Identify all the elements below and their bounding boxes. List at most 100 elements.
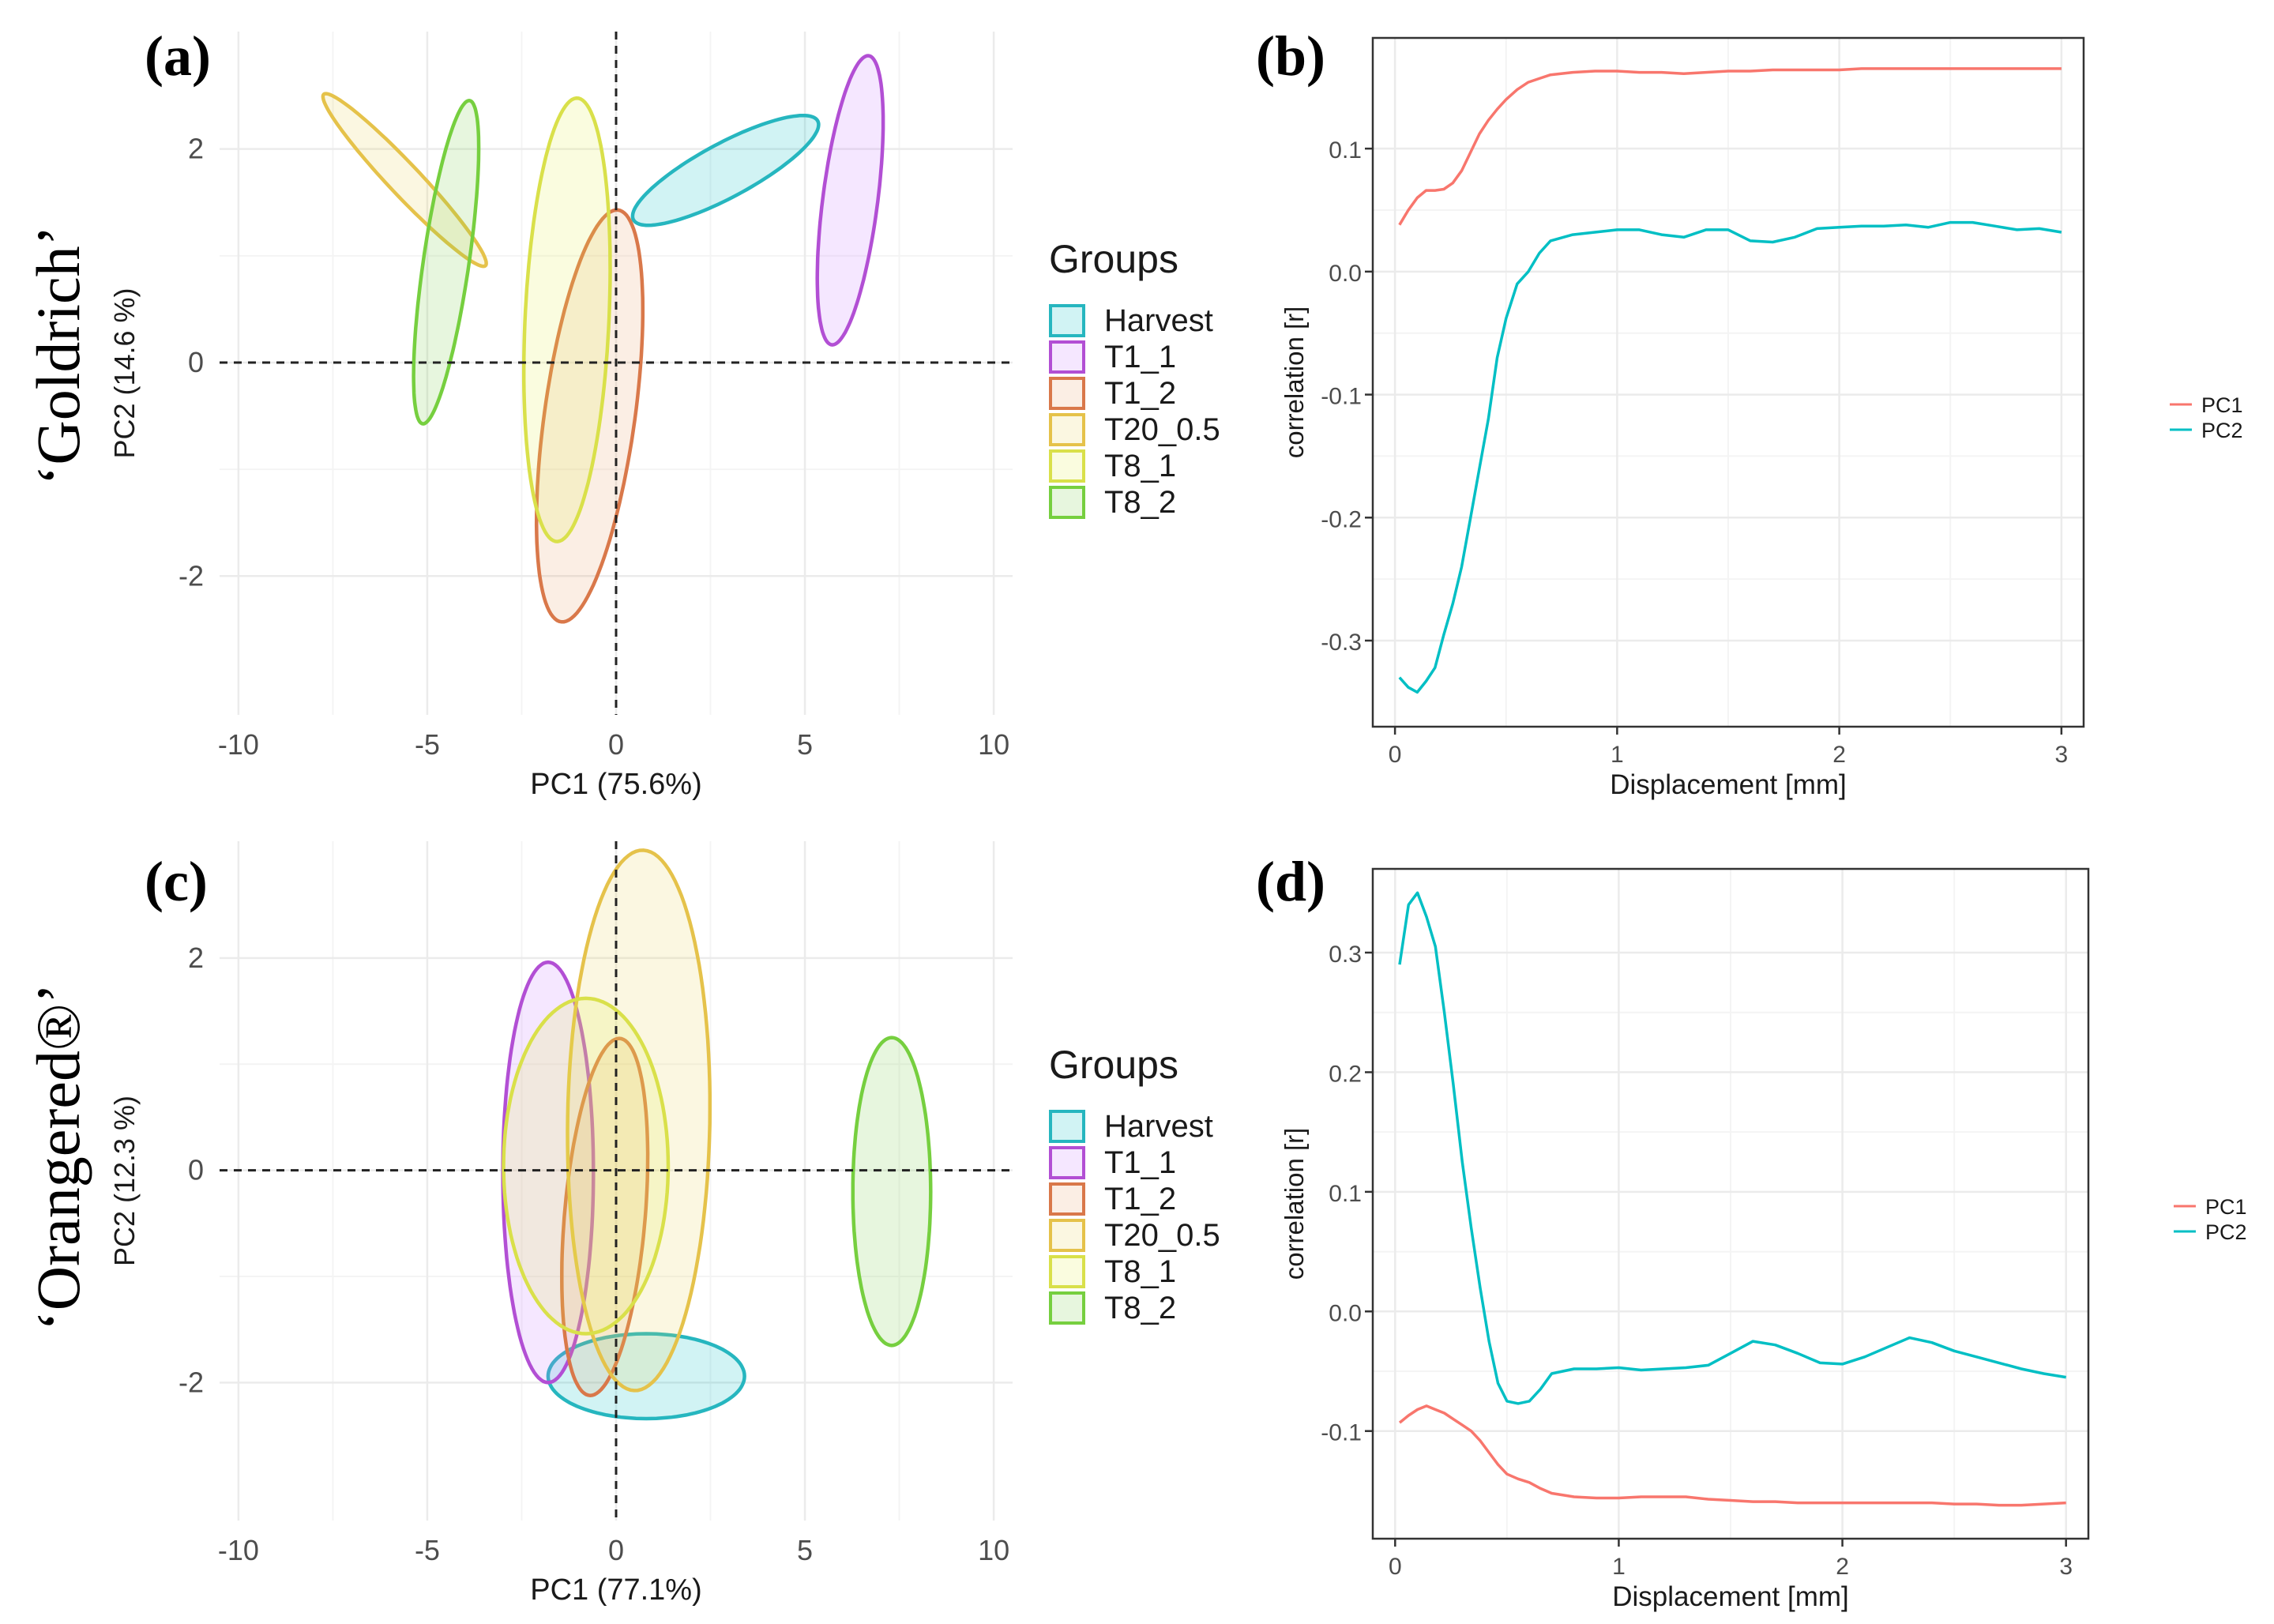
- x-tick-label: 1: [1611, 742, 1624, 768]
- panel-letter-a: (a): [145, 24, 211, 88]
- panel-a-pca: -10 -5 0 5 10 -2 0 2 PC1 (75.6%) PC2 (14.6 %): [108, 32, 1013, 801]
- legend-swatch-t1-2: [1049, 1182, 1085, 1216]
- panel-letter-d: (d): [1256, 850, 1325, 913]
- legend-label: T8_1: [1104, 449, 1176, 483]
- series-line-pc2: [1398, 220, 2062, 694]
- x-tick-label: 1: [1612, 1554, 1626, 1580]
- legend-swatch-t1-1: [1049, 1146, 1085, 1179]
- y-tick-label: 0.0: [1329, 261, 1362, 287]
- x-axis-title: PC1 (75.6%): [530, 768, 702, 801]
- y-tick-label: 0: [188, 1154, 204, 1186]
- legend-label: T1_1: [1104, 1145, 1176, 1180]
- legend-label: T20_0.5: [1104, 1218, 1220, 1253]
- ellipse-t20-0-5: [566, 848, 712, 1393]
- legend-label: T8_2: [1104, 485, 1176, 520]
- y-tick-label: 0: [188, 346, 204, 378]
- legend-swatch-harvest: [1049, 304, 1085, 337]
- ellipse-harvest: [546, 1332, 746, 1421]
- y-tick-label: 2: [188, 133, 204, 165]
- x-tick-label: 2: [1836, 1554, 1849, 1580]
- legend-label: T8_2: [1104, 1291, 1176, 1325]
- ellipse-harvest: [630, 113, 821, 227]
- legend-label: Harvest: [1104, 1109, 1213, 1144]
- y-axis-title: PC2 (12.3 %): [108, 1096, 141, 1266]
- legend-swatch-t8-2: [1049, 1291, 1085, 1325]
- ellipse-t1-2: [534, 208, 645, 624]
- series-line-pc1: [1398, 67, 2062, 226]
- x-tick-label: 0: [1389, 1554, 1402, 1580]
- legend-label: T1_2: [1104, 1182, 1176, 1216]
- legend-label: T20_0.5: [1104, 412, 1220, 447]
- panel-letter-b: (b): [1256, 24, 1325, 88]
- x-tick-label: 2: [1832, 742, 1846, 768]
- legend-swatch-t8-1: [1049, 449, 1085, 483]
- x-tick-label: -10: [218, 728, 259, 761]
- line-legend-label: PC1: [2201, 393, 2243, 417]
- legend-title: Groups: [1049, 1043, 1178, 1087]
- legend-label: T1_2: [1104, 376, 1176, 411]
- line-legend-label: PC1: [2205, 1195, 2247, 1219]
- x-tick-label: -5: [415, 1534, 440, 1566]
- y-axis-title: correlation [r]: [1280, 1128, 1309, 1280]
- panel-letter-c: (c): [145, 850, 208, 913]
- y-tick-label: 0.1: [1329, 137, 1362, 164]
- y-tick-label: 0.2: [1329, 1061, 1362, 1087]
- series-line-pc2: [1398, 891, 2066, 1405]
- x-tick-label: 0: [608, 1534, 624, 1566]
- ellipse-t8-1: [521, 96, 612, 543]
- x-tick-label: -10: [218, 1534, 259, 1566]
- ellipse-t8-2: [851, 1036, 933, 1348]
- y-axis-title: PC2 (14.6 %): [108, 288, 141, 458]
- ellipse-t8-2: [412, 99, 481, 426]
- x-tick-label: 5: [797, 728, 813, 761]
- panel-d-correlation: 0 1 2 3 -0.1 0.0 0.1 0.2 0.3 Displacement [mm] cor…: [1280, 867, 2090, 1612]
- legend-label: Harvest: [1104, 303, 1213, 338]
- x-axis-title: PC1 (77.1%): [530, 1573, 702, 1607]
- y-tick-label: -2: [179, 1366, 204, 1398]
- y-tick-label: -0.1: [1321, 384, 1362, 410]
- ellipse-t1-1: [815, 54, 885, 347]
- x-tick-label: 10: [978, 1534, 1009, 1566]
- legend-label: T8_1: [1104, 1254, 1176, 1289]
- y-tick-label: -2: [179, 559, 204, 592]
- line-legend-label: PC2: [2201, 419, 2243, 442]
- y-tick-label: -0.3: [1321, 630, 1362, 656]
- plot-frame: [1371, 36, 2085, 728]
- legend-swatch-t20-0-5: [1049, 413, 1085, 446]
- y-tick-label: 0.0: [1329, 1300, 1362, 1326]
- y-tick-label: 0.1: [1329, 1181, 1362, 1207]
- x-tick-label: 10: [978, 728, 1009, 761]
- x-tick-label: 0: [608, 728, 624, 761]
- ellipse-t20-0-5: [321, 92, 488, 269]
- series-line-pc1: [1398, 1404, 2066, 1507]
- y-axis-title: correlation [r]: [1280, 306, 1309, 459]
- legend-swatch-t20-0-5: [1049, 1219, 1085, 1252]
- x-tick-label: 5: [797, 1534, 813, 1566]
- legend-swatch-t8-2: [1049, 486, 1085, 519]
- row-label-goldrich: ‘Goldrich’: [24, 225, 92, 485]
- legend-label: T1_1: [1104, 340, 1176, 374]
- x-tick-label: 0: [1389, 742, 1402, 768]
- row-label-orangered: ‘Orangered®’: [24, 983, 92, 1331]
- x-tick-label: -5: [415, 728, 440, 761]
- panel-c-pca: -10 -5 0 5 10 -2 0 2 PC1 (77.1%) PC2 (12.3 %): [108, 841, 1013, 1607]
- x-axis-title: Displacement [mm]: [1612, 1581, 1849, 1612]
- legend-swatch-t1-1: [1049, 340, 1085, 374]
- y-tick-label: 2: [188, 942, 204, 974]
- line-legend-label: PC2: [2205, 1220, 2247, 1244]
- y-tick-label: -0.1: [1321, 1420, 1362, 1446]
- y-tick-label: 0.3: [1329, 942, 1362, 968]
- x-tick-label: 3: [2059, 1554, 2073, 1580]
- legend-swatch-harvest: [1049, 1110, 1085, 1143]
- legend-title: Groups: [1049, 237, 1178, 281]
- legend-swatch-t8-1: [1049, 1255, 1085, 1288]
- x-axis-title: Displacement [mm]: [1610, 769, 1847, 800]
- x-tick-label: 3: [2055, 742, 2069, 768]
- legend-swatch-t1-2: [1049, 377, 1085, 410]
- panel-b-correlation: 0 1 2 3 -0.3 -0.2 -0.1 0.0 0.1 Displacement [mm] c…: [1280, 36, 2085, 800]
